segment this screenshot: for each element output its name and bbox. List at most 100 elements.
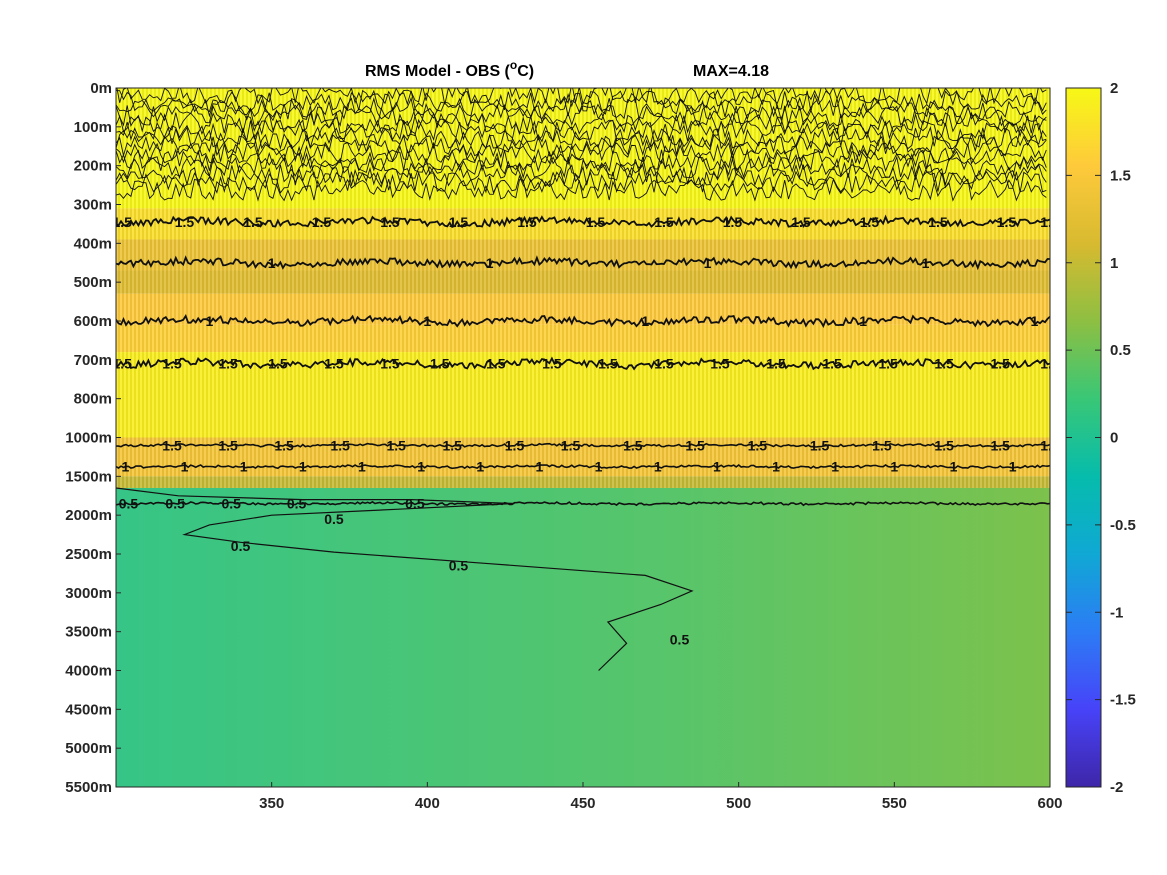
contour-label: 1	[536, 459, 544, 475]
y-tick-label: 100m	[74, 119, 112, 136]
contour-label: 1.5	[1040, 356, 1060, 372]
y-tick-label: 800m	[74, 391, 112, 408]
contour-label: 1	[595, 459, 603, 475]
contour-line-2	[116, 313, 1050, 329]
colorbar-tick-label: -2	[1110, 779, 1123, 796]
y-tick-label: 5000m	[65, 740, 112, 757]
colorbar-ticks: 2 1.5 1 0.5 0 -0.5 -1 -1.5 -2	[1066, 80, 1136, 796]
contour-label: 1.5	[430, 356, 450, 372]
contour-label: 1.5	[218, 437, 238, 453]
contour-label: 1.5	[542, 356, 562, 372]
y-tick-label: 0m	[90, 80, 112, 97]
x-tick-label: 600	[1037, 795, 1062, 812]
contour-label: 1	[181, 459, 189, 475]
contour-label: 1.5	[872, 437, 892, 453]
contour-label: 1.5	[175, 214, 195, 230]
colorbar-tick-label: -1.5	[1110, 692, 1136, 709]
contour-label: 1.5	[748, 437, 768, 453]
x-tick-label: 450	[570, 795, 595, 812]
contour-label: 1	[486, 255, 494, 271]
contour-label: 0.5	[449, 558, 469, 574]
mesh-line-4	[116, 111, 1047, 136]
contour-label: 1	[831, 459, 839, 475]
contour-label: 1	[206, 313, 214, 329]
contour-line-0	[116, 214, 1050, 228]
contour-line-1	[116, 255, 1050, 271]
y-tick-label: 400m	[74, 235, 112, 252]
contour-label: 1.5	[274, 437, 294, 453]
y-tick-label: 500m	[74, 274, 112, 291]
contour-label: 1.5	[586, 214, 606, 230]
contour-label: 1	[654, 459, 662, 475]
contour-label: 1.5	[598, 356, 618, 372]
y-tick-label: 200m	[74, 158, 112, 175]
contour-label: 1	[859, 313, 867, 329]
mesh-line-8	[116, 141, 1047, 165]
contour-label: 1	[890, 459, 898, 475]
y-tick-label: 1500m	[65, 468, 112, 485]
mesh-line-6	[116, 125, 1047, 150]
contour-label: 1.5	[766, 356, 786, 372]
contour-label: 1	[299, 459, 307, 475]
y-tick-label: 2500m	[65, 546, 112, 563]
contour-label: 1.5	[243, 214, 263, 230]
contour-label: 1	[950, 459, 958, 475]
band-texture-3	[116, 270, 1050, 294]
contour-05-deep: 0.5 0.5 0.5 0.5	[116, 487, 694, 671]
contour-label: 1	[1031, 313, 1039, 329]
contour-5: 1 1 1 1 1 1 1 1 1 1 1 1 1 1 1 1	[116, 459, 1050, 475]
y-tick-label: 1000m	[65, 430, 112, 447]
contour-label: 1	[922, 255, 930, 271]
y-tick-label: 700m	[74, 352, 112, 369]
y-tick-label: 3500m	[65, 624, 112, 641]
contour-label: 1	[268, 255, 276, 271]
mesh-line-13	[116, 177, 1047, 202]
contour-label: 1	[641, 313, 649, 329]
contour-label: 1.5	[822, 356, 842, 372]
contour-label: 1.5	[112, 214, 132, 230]
mesh-line-3	[116, 103, 1047, 128]
colorbar-tick-label: -0.5	[1110, 517, 1136, 534]
y-tick-label: 4000m	[65, 663, 112, 680]
contour-label: 0.5	[670, 631, 690, 647]
contour-label: 1.5	[934, 356, 954, 372]
contour-3: 1.5 1.5 1.5 1.5 1.5 1.5 1.5 1.5 1.5 1.5 1.5 1.5 1.5 1…	[116, 356, 1060, 372]
contour-label: 1.5	[710, 356, 730, 372]
contour-label: 1.5	[810, 437, 830, 453]
mesh-line-1	[116, 89, 1047, 113]
contour-label: 1	[417, 459, 425, 475]
colorbar-tick-label: 0	[1110, 430, 1118, 447]
mesh-line-2	[116, 96, 1047, 121]
mesh-line-0	[116, 88, 1047, 107]
contour-label: 1.5	[990, 437, 1010, 453]
contour-label: 0.5	[119, 496, 139, 512]
contour-0: 1.5 1.5 1.5 1.5 1.5 1.5 1.5 1.5 1.5 1.5 1.5 1.5 1.5 1…	[112, 214, 1050, 230]
contour-line-5	[116, 463, 1050, 470]
contour-label: 1.5	[505, 437, 525, 453]
contour-label: 1.5	[654, 214, 674, 230]
contour-label: 1	[423, 313, 431, 329]
mesh-line-9	[116, 148, 1047, 173]
y-tick-label: 5500m	[65, 779, 112, 796]
contour-label: 1.5	[268, 356, 288, 372]
contour-label: 1	[476, 459, 484, 475]
title-superscript: o	[510, 58, 517, 72]
contour-1: 1 1 1 1	[116, 255, 1050, 271]
y-tick-label: 3000m	[65, 585, 112, 602]
contour-label: 1.5	[654, 356, 674, 372]
plot-area: 1.5 1.5 1.5 1.5 1.5 1.5 1.5 1.5 1.5 1.5 1.5 1.5 1.5 1…	[112, 88, 1060, 787]
band-texture-7	[116, 437, 1050, 477]
contour-label: 1.5	[791, 214, 811, 230]
contour-label: 1	[1009, 459, 1017, 475]
band-9	[116, 487, 1050, 787]
contour-label: 1.5	[997, 214, 1017, 230]
y-tick-label: 300m	[74, 197, 112, 214]
contour-label: 1.5	[878, 356, 898, 372]
contour-label: 1	[240, 459, 248, 475]
x-tick-label: 350	[259, 795, 284, 812]
colorbar-tick-label: 0.5	[1110, 342, 1131, 359]
contour-label: 1.5	[685, 437, 705, 453]
contour-label: 1	[704, 255, 712, 271]
contour-label: 1.5	[723, 214, 743, 230]
